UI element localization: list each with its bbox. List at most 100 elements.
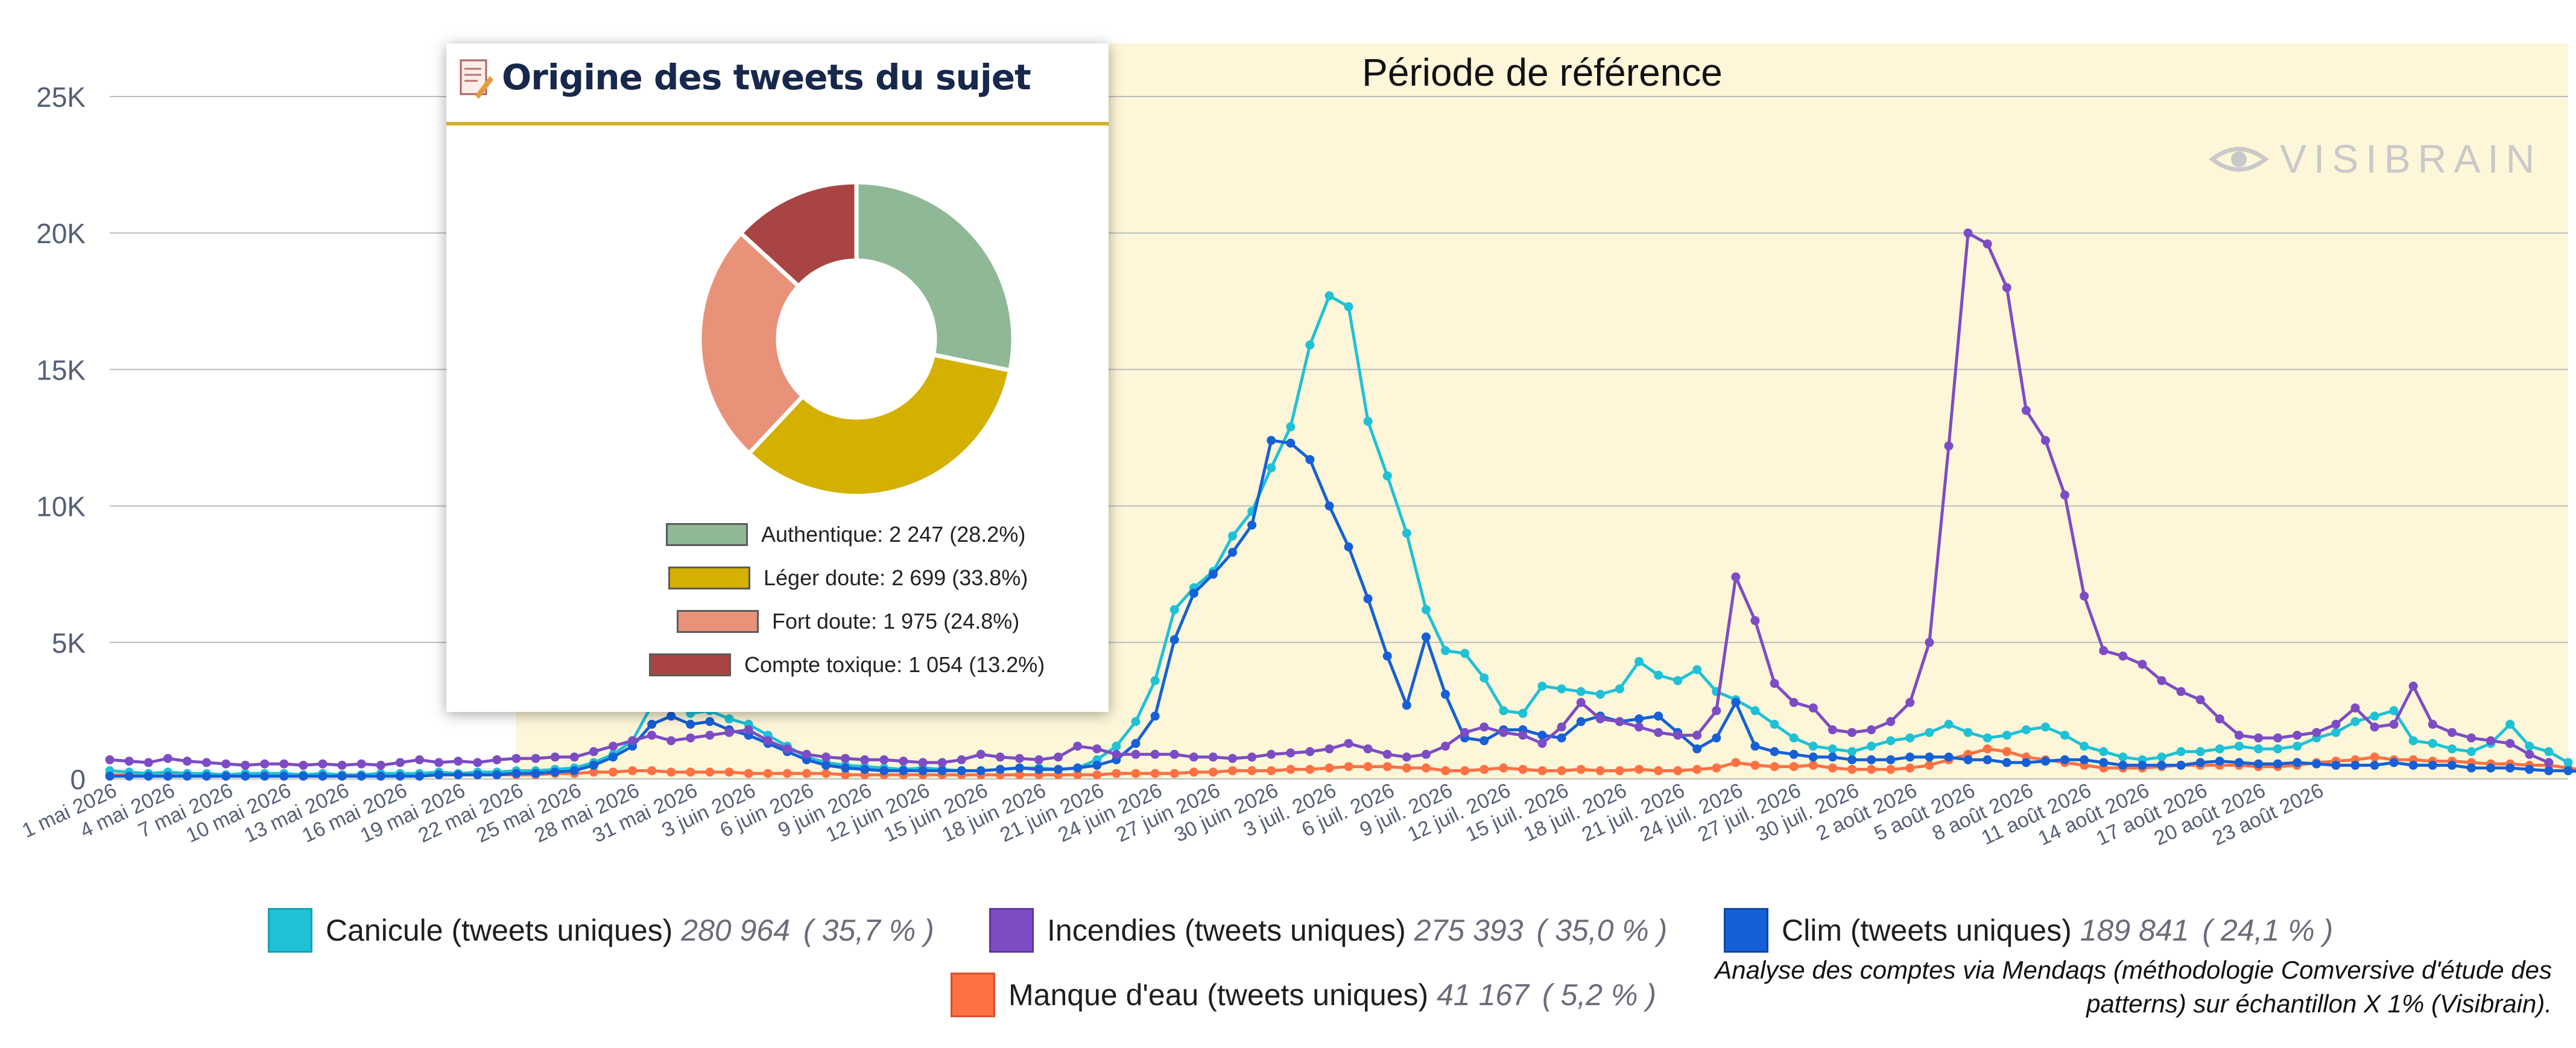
data-point: [2002, 283, 2011, 292]
data-point: [1479, 723, 1489, 732]
data-point: [1479, 765, 1489, 774]
data-point: [821, 752, 831, 761]
data-point: [1557, 766, 1566, 775]
data-point: [2486, 736, 2495, 745]
data-point: [1770, 679, 1779, 688]
data-point: [1286, 765, 1295, 774]
data-point: [1635, 714, 1644, 723]
data-point: [2080, 755, 2089, 764]
data-point: [1131, 739, 1141, 748]
data-point: [2312, 760, 2321, 769]
data-point: [1692, 665, 1701, 675]
legend-item-incendies[interactable]: Incendies (tweets uniques) 275 393 ( 35,…: [989, 908, 1667, 953]
data-point: [1402, 752, 1411, 761]
data-point: [376, 761, 385, 770]
data-point: [686, 720, 695, 729]
data-point: [1692, 731, 1701, 740]
legend-item-canicule[interactable]: Canicule (tweets uniques) 280 964 ( 35,7…: [268, 908, 934, 953]
data-point: [1131, 750, 1141, 759]
donut-legend-item: Compte toxique: 1 054 (13.2%): [649, 650, 1045, 679]
data-point: [1015, 754, 1024, 763]
data-point: [686, 767, 695, 776]
legend-item-clim[interactable]: Clim (tweets uniques) 189 841 ( 24,1 % ): [1724, 908, 2333, 953]
data-point: [434, 758, 443, 767]
data-point: [2273, 734, 2282, 743]
data-point: [1828, 725, 1837, 734]
data-point: [2448, 728, 2457, 737]
data-point: [1692, 765, 1701, 774]
data-point: [1209, 767, 1218, 776]
data-point: [1790, 734, 1799, 743]
data-point: [783, 769, 792, 778]
data-point: [144, 772, 153, 781]
y-tick-label: 15K: [36, 354, 86, 386]
data-point: [1518, 731, 1527, 740]
data-point: [415, 755, 424, 764]
data-point: [2564, 766, 2573, 775]
data-point: [2099, 758, 2108, 767]
data-point: [318, 772, 328, 781]
data-point: [1402, 763, 1411, 772]
data-point: [2177, 761, 2186, 770]
data-point: [2118, 761, 2127, 770]
data-point: [125, 757, 134, 766]
data-point: [2118, 752, 2127, 761]
data-point: [1731, 573, 1740, 582]
data-point: [1170, 769, 1179, 778]
data-point: [1538, 766, 1547, 775]
data-point: [1344, 739, 1353, 748]
data-point: [357, 760, 366, 769]
data-point: [1809, 742, 1818, 751]
data-point: [1886, 736, 1895, 745]
data-point: [1577, 698, 1586, 707]
data-point: [531, 769, 540, 778]
data-point: [1712, 706, 1721, 715]
data-point: [2448, 745, 2457, 754]
data-point: [609, 742, 618, 751]
data-point: [1228, 754, 1237, 763]
data-point: [1577, 717, 1586, 726]
legend-series-total: 41 167: [1437, 977, 1529, 1012]
data-point: [1034, 765, 1043, 774]
data-point: [396, 772, 405, 781]
legend-item-manque-eau[interactable]: Manque d'eau (tweets uniques) 41 167 ( 5…: [951, 973, 1656, 1017]
data-point: [764, 769, 773, 778]
donut-legend-label: Compte toxique: 1 054 (13.2%): [744, 652, 1045, 678]
data-point: [2525, 765, 2534, 774]
data-point: [996, 765, 1005, 774]
data-point: [2215, 757, 2224, 766]
data-point: [434, 770, 443, 780]
data-point: [279, 760, 288, 769]
data-point: [260, 772, 269, 781]
data-point: [841, 754, 850, 763]
data-point: [1228, 766, 1237, 775]
data-point: [647, 766, 656, 775]
data-point: [1615, 717, 1624, 726]
data-point: [1267, 766, 1276, 775]
data-point: [1460, 766, 1469, 775]
data-point: [1247, 766, 1256, 775]
data-point: [879, 766, 888, 775]
data-point: [589, 761, 598, 770]
data-point: [1867, 755, 1876, 764]
data-point: [2505, 739, 2514, 748]
data-point: [163, 754, 172, 763]
data-point: [1615, 766, 1624, 775]
data-point: [1189, 767, 1198, 776]
data-point: [764, 736, 773, 745]
data-point: [666, 736, 676, 745]
data-point: [1131, 769, 1141, 778]
data-point: [2254, 734, 2263, 743]
data-point: [1964, 755, 1973, 764]
legend-swatch: [649, 653, 731, 676]
legend-series-total: 275 393: [1414, 913, 1524, 948]
data-point: [144, 758, 153, 767]
data-point: [1383, 750, 1392, 759]
data-point: [1479, 673, 1489, 682]
methodology-note: Analyse des comptes via Mendaqs (méthodo…: [1647, 953, 2552, 1021]
data-point: [2157, 761, 2166, 770]
data-point: [512, 769, 521, 778]
data-point: [1770, 762, 1779, 771]
data-point: [1441, 646, 1450, 655]
legend-series-pct: ( 5,2 % ): [1542, 977, 1656, 1012]
